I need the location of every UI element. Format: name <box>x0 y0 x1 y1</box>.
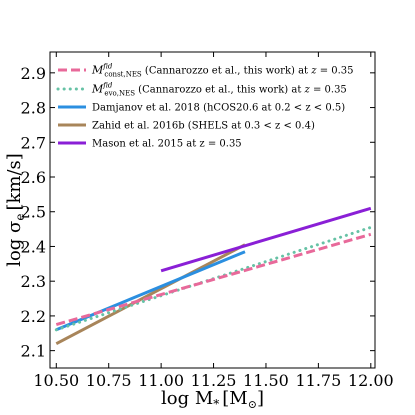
y-tick-label: 2.5 <box>21 203 46 222</box>
x-tick-label: 11.00 <box>138 371 184 390</box>
x-axis-title-unit-sub: ⊙ <box>248 398 257 411</box>
legend-symbol: M <box>91 83 104 96</box>
y-axis-title: log σe [km/s] <box>4 153 27 267</box>
x-axis-title: log M* [M⊙] <box>161 388 264 411</box>
legend-sup: fid <box>102 82 113 90</box>
legend-text-end: = 0.35 <box>310 85 347 96</box>
x-axis-title-unit-end: ] <box>257 388 264 409</box>
x-tick-label: 10.75 <box>86 371 132 390</box>
y-axis-title-sub: e <box>13 214 27 221</box>
series-lines <box>54 206 373 346</box>
legend-math: z <box>310 66 317 77</box>
axis-titles: log M* [M⊙] log σe [km/s] <box>4 153 264 411</box>
plot-frame <box>49 51 376 369</box>
legend: Mfid const,NES (Cannarozzo et al., this w… <box>56 63 354 150</box>
x-tick-label: 10.50 <box>33 371 79 390</box>
legend-sub: const,NES <box>104 71 142 79</box>
legend-entry-2: Damjanov et al. 2018 (hCOS20.6 at 0.2 < … <box>92 103 345 114</box>
y-tick-label: 2.6 <box>21 168 46 187</box>
y-tick-label: 2.8 <box>21 99 46 118</box>
y-tick-label: 2.2 <box>21 307 46 326</box>
legend-sup: fid <box>102 63 113 71</box>
x-tick-label: 11.25 <box>191 371 237 390</box>
legend-entry-3: Zahid et al. 2016b (SHELS at 0.3 < z < 0… <box>92 121 315 132</box>
series-line-4 <box>160 206 372 273</box>
legend-text-part: (Cannarozzo et al., this work) at <box>135 85 305 96</box>
y-tick-label: 2.1 <box>21 342 46 361</box>
legend-entry-1: Mfid evo,NES (Cannarozzo et al., this wor… <box>91 82 347 98</box>
legend-text-part: (Cannarozzo et al., this work) at <box>142 66 312 77</box>
series-line-3 <box>55 243 246 346</box>
legend-symbol: M <box>91 64 104 77</box>
ticks: 10.50 10.75 11.00 11.25 11.50 11.75 12.00 2.1 2.… <box>21 52 394 390</box>
x-tick-label: 11.75 <box>295 371 341 390</box>
legend-math: z <box>304 85 311 96</box>
y-axis-title-main: log σ <box>4 221 25 267</box>
legend-sub: evo,NES <box>104 90 135 98</box>
y-tick-label: 2.3 <box>21 272 46 291</box>
legend-entry-4: Mason et al. 2015 at z = 0.35 <box>92 139 242 150</box>
x-axis-title-sub: * <box>213 397 219 411</box>
x-tick-label: 12.00 <box>348 371 394 390</box>
legend-text-end: = 0.35 <box>317 66 354 77</box>
legend-entry-0: Mfid const,NES (Cannarozzo et al., this w… <box>91 63 354 79</box>
x-axis-title-main: log M <box>161 388 213 409</box>
x-axis-title-unit: [M <box>222 388 247 409</box>
x-tick-label: 11.50 <box>243 371 289 390</box>
y-axis-title-unit: [km/s] <box>4 153 25 210</box>
y-tick-label: 2.7 <box>21 133 46 152</box>
y-tick-label: 2.9 <box>21 64 46 83</box>
y-tick-label: 2.4 <box>21 237 46 256</box>
series-line-0 <box>55 232 372 327</box>
series-line-2 <box>55 250 246 332</box>
